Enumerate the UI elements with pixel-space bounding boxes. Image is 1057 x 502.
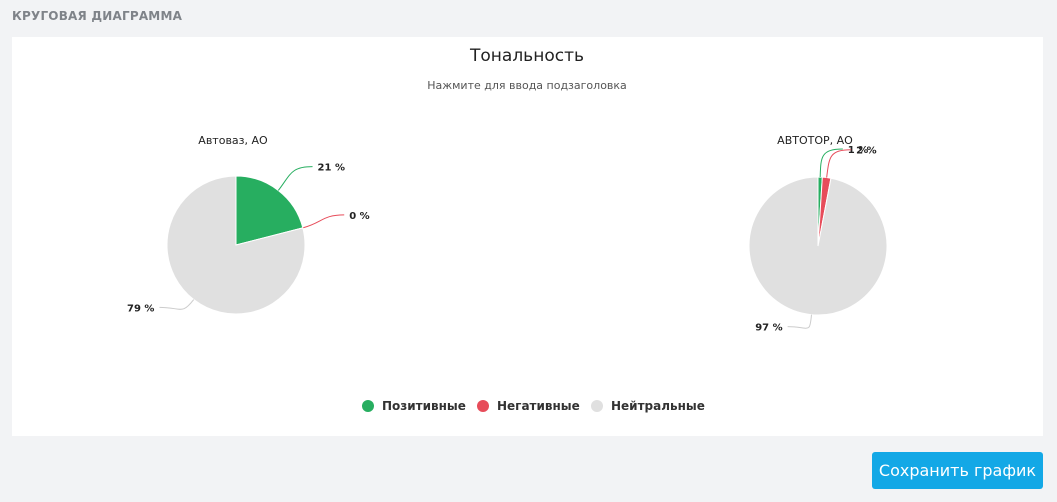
pie-label-connector [302,214,345,229]
chart-card: Тональность Нажмите для ввода подзаголов… [12,37,1043,436]
legend-label: Позитивные [382,399,466,413]
legend-item[interactable]: Негативные [477,399,580,413]
legend-label: Негативные [497,399,580,413]
pie-1: Автоваз, АО 21 % 0 % 79 % [127,134,370,315]
legend-marker [477,400,489,412]
pie-name: Автоваз, АО [198,134,268,147]
chart-subtitle[interactable]: Нажмите для ввода подзаголовка [427,79,627,92]
legend-label: Нейтральные [611,399,705,413]
pie-chart: Тональность Нажмите для ввода подзаголов… [127,46,888,413]
save-chart-button[interactable]: Сохранить график [872,452,1043,489]
pie-label-connector [819,148,843,178]
pie-slice-Позитивные[interactable] [235,175,304,246]
pie-slice-Нейтральные[interactable] [748,176,888,316]
legend-marker [591,400,603,412]
pie-data-label: 97 % [755,323,782,334]
pie-data-label: 1 % [848,145,868,156]
pie-label-connector [277,166,313,191]
pie-data-label: 0 % [349,211,369,222]
chart-title: Тональность [469,46,584,66]
pie-data-label: 21 % [318,163,345,174]
pie-label-connector [787,314,813,329]
section-title: КРУГОВАЯ ДИАГРАММА [12,9,183,23]
pie-2: АВТОТОР, АО1 %2 % 97 % [748,134,888,334]
legend-marker [362,400,374,412]
pie-data-label: 79 % [127,303,154,314]
pie-name: АВТОТОР, АО [777,134,853,147]
pie-data-label: 2 % [856,146,876,157]
pie-label-connector [826,149,852,178]
legend-item[interactable]: Позитивные [362,399,466,413]
pie-label-connector [159,299,195,310]
legend-item[interactable]: Нейтральные [591,399,705,413]
